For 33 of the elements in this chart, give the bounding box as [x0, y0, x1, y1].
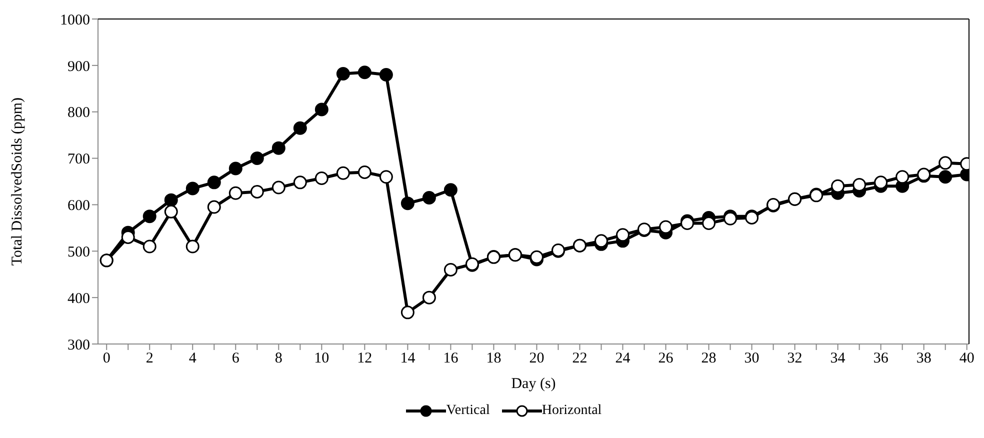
x-tick-label: 6 [232, 350, 240, 367]
x-tick-label: 12 [357, 350, 372, 367]
x-tick-label: 34 [830, 350, 846, 367]
x-tick-label: 16 [443, 350, 459, 367]
legend-label: Horizontal [542, 403, 602, 419]
y-tick-label: 400 [68, 290, 90, 307]
x-axis-title: Day (s) [511, 376, 556, 392]
x-tick-label: 22 [572, 350, 588, 367]
y-axis-title: Total DissolvedSoids (ppm) [9, 97, 26, 266]
x-tick-label: 4 [188, 350, 197, 367]
y-tick-label: 1000 [60, 12, 90, 28]
x-tick-label: 2 [146, 350, 154, 367]
x-tick-label: 8 [274, 350, 282, 367]
x-tick-label: 24 [615, 350, 631, 367]
y-tick-label: 500 [68, 244, 90, 260]
legend-label: Vertical [446, 403, 490, 419]
x-tick-label: 10 [314, 350, 330, 367]
y-tick-label: 700 [68, 152, 90, 168]
x-tick-label: 32 [787, 350, 802, 367]
y-tick-label: 600 [68, 198, 90, 214]
x-tick-label: 36 [873, 350, 889, 367]
x-tick-label: 20 [529, 350, 544, 367]
x-tick-label: 0 [102, 350, 110, 367]
x-tick-label: 38 [916, 350, 932, 367]
x-tick-label: 14 [400, 350, 416, 367]
x-tick-label: 26 [658, 350, 674, 367]
x-tick-label: 40 [959, 350, 974, 367]
x-tick-label: 30 [744, 350, 760, 367]
y-tick-label: 300 [68, 337, 90, 354]
x-tick-label: 28 [701, 350, 716, 367]
y-tick-label: 800 [68, 105, 90, 122]
x-tick-label: 18 [486, 350, 502, 367]
y-tick-label: 900 [68, 58, 90, 75]
